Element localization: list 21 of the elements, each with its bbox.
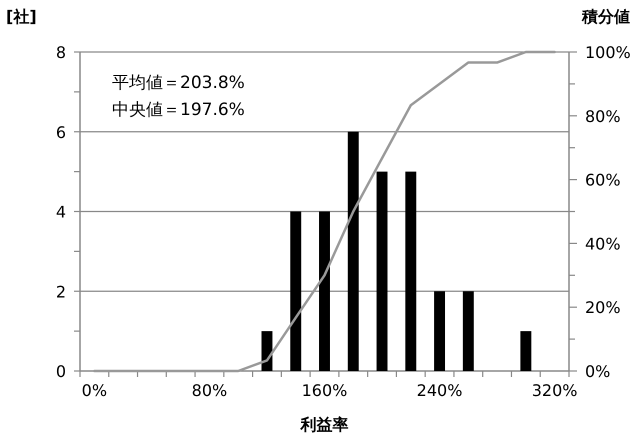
annotation: 中央値＝197.6%	[112, 100, 245, 120]
x-tick-label: 320%	[532, 381, 578, 400]
x-tick-label: 80%	[192, 381, 228, 400]
y-tick-label: 0	[56, 362, 66, 381]
annotation: 平均値＝203.8%	[112, 73, 245, 93]
y2-axis-title: 積分値	[581, 7, 630, 26]
x-axis-title: 利益率	[300, 415, 348, 434]
y2-tick-label: 40%	[585, 234, 621, 254]
y-tick-label: 6	[56, 122, 66, 142]
y2-tick-label: 0%	[585, 362, 610, 381]
y-tick-label: 4	[56, 202, 66, 222]
y-axis-title: [社]	[6, 7, 37, 26]
y2-tick-label: 20%	[585, 298, 621, 318]
x-tick-label: 0%	[82, 381, 108, 400]
x-tick-label: 160%	[302, 381, 348, 400]
y2-tick-label: 80%	[585, 106, 621, 126]
y2-tick-label: 60%	[585, 170, 621, 190]
y-tick-label: 8	[56, 43, 66, 62]
y-tick-label: 2	[56, 282, 66, 302]
y2-tick-label: 100%	[585, 43, 631, 62]
x-tick-label: 240%	[416, 381, 462, 400]
